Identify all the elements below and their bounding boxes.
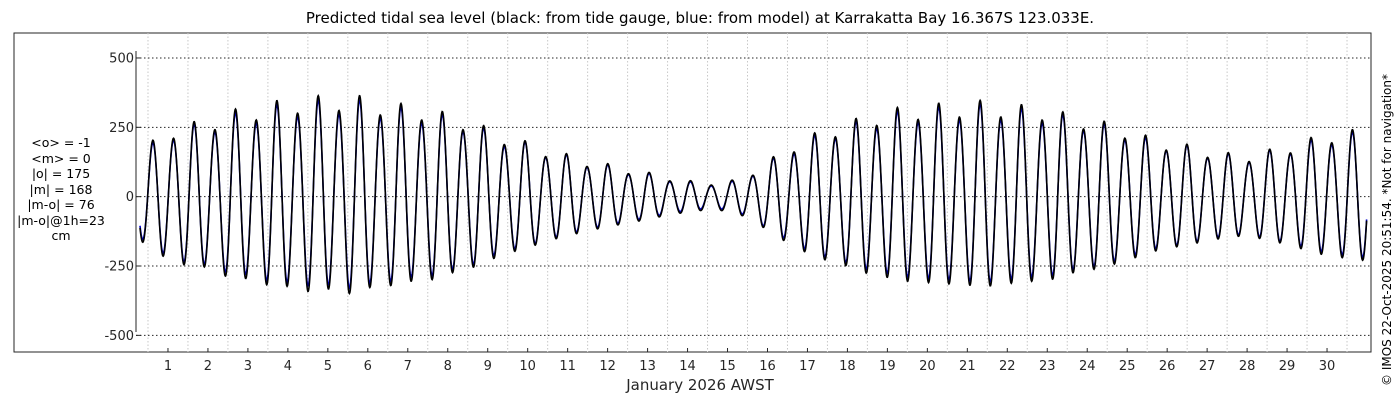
x-tick-label: 9 (484, 359, 492, 374)
x-tick-label: 5 (324, 359, 332, 374)
y-tick-label: 500 (109, 51, 134, 66)
x-tick-label: 28 (1239, 359, 1256, 374)
x-tick-label: 27 (1199, 359, 1216, 374)
stats-panel: <o> = -1 <m> = 0 |o| = 175 |m| = 168 |m-… (14, 135, 108, 244)
x-axis-label: January 2026 AWST (626, 376, 774, 394)
x-tick-label: 26 (1159, 359, 1176, 374)
x-tick-label: 6 (364, 359, 372, 374)
x-tick-label: 18 (839, 359, 856, 374)
x-tick-label: 21 (959, 359, 976, 374)
x-tick-label: 3 (244, 359, 252, 374)
x-tick-label: 23 (1039, 359, 1056, 374)
x-tick-label: 17 (799, 359, 816, 374)
x-tick-label: 20 (919, 359, 936, 374)
x-tick-label: 8 (444, 359, 452, 374)
y-tick-label: -250 (104, 260, 134, 275)
copyright-notice: © IMOS 22-Oct-2025 20:51:54. *Not for na… (1380, 74, 1394, 386)
plot-frame (13, 32, 1372, 353)
x-tick-label: 24 (1079, 359, 1096, 374)
stat-abs-model: |m| = 168 (29, 181, 93, 197)
x-tick-label: 16 (759, 359, 776, 374)
x-tick-label: 29 (1279, 359, 1296, 374)
stat-abs-observed: |o| = 175 (31, 166, 91, 181)
stat-mean-observed: <o> = -1 (31, 135, 91, 150)
x-tick-label: 4 (284, 359, 292, 374)
stat-mean-model: <m> = 0 (31, 150, 91, 166)
x-tick-label: 30 (1319, 359, 1336, 374)
y-tick-label: 0 (126, 190, 134, 205)
x-tick-label: 11 (559, 359, 576, 374)
grid-layer (136, 33, 1371, 352)
stat-unit: cm (51, 228, 71, 243)
x-tick-label: 13 (639, 359, 656, 374)
x-tick-label: 19 (879, 359, 896, 374)
x-tick-label: 10 (519, 359, 536, 374)
x-tick-label: 1 (164, 359, 172, 374)
series-layer (139, 94, 1368, 296)
x-tick-label: 14 (679, 359, 696, 374)
x-tick-label: 12 (599, 359, 616, 374)
stat-abs-diff-1h: |m-o|@1h=23 (17, 212, 105, 228)
x-tick-label: 25 (1119, 359, 1136, 374)
x-tick-label: 2 (204, 359, 212, 374)
stat-abs-diff: |m-o| = 76 (27, 197, 95, 212)
x-tick-label: 15 (719, 359, 736, 374)
x-tick-label: 22 (999, 359, 1016, 374)
series-line-tide-gauge (139, 94, 1368, 296)
x-tick-label: 7 (404, 359, 412, 374)
y-tick-label: -500 (104, 329, 134, 344)
y-tick-label: 250 (109, 121, 134, 136)
chart-title: Predicted tidal sea level (black: from t… (305, 9, 1095, 27)
